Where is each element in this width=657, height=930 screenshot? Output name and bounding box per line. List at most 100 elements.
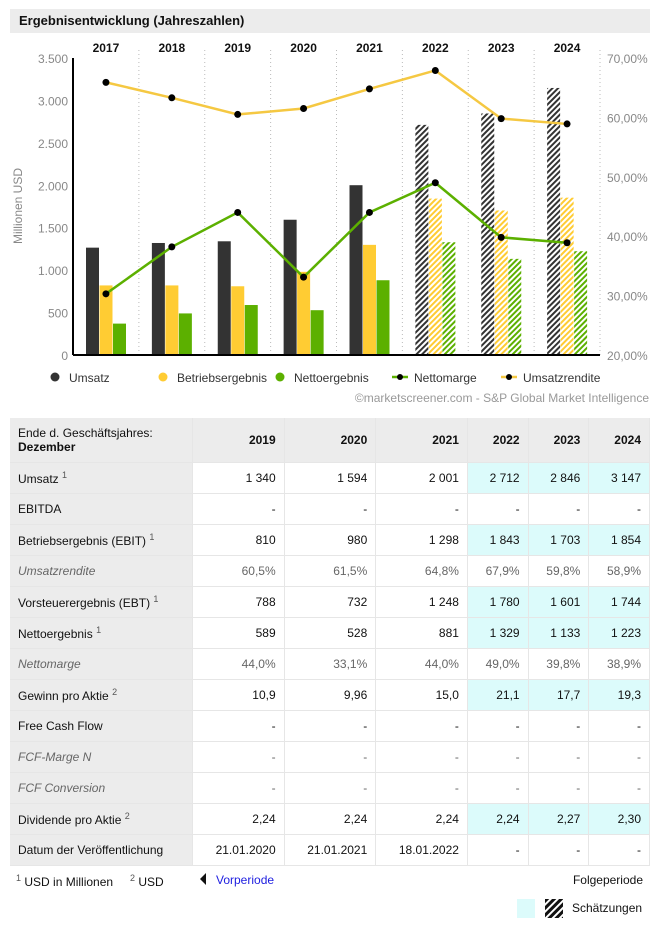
bar-nettoergebnis xyxy=(376,280,390,355)
point-nettomarge xyxy=(365,208,373,216)
point-umsatzrendite xyxy=(365,85,373,93)
table-cell: 1 854 xyxy=(588,524,650,556)
table-cell: 528 xyxy=(284,617,377,649)
row-label: Nettoergebnis 1 xyxy=(10,617,193,649)
table-row: EBITDA - - - - - - xyxy=(10,493,650,525)
y2-tick-label: 20,00% xyxy=(607,349,648,363)
legend-marker-icon xyxy=(397,374,403,380)
y2-tick-label: 30,00% xyxy=(607,290,648,304)
bar-betriebsergebnis xyxy=(363,244,376,355)
table-row: Free Cash Flow - - - - - - xyxy=(10,710,650,742)
x-tick-label: 2020 xyxy=(290,41,317,55)
bar-umsatz xyxy=(481,113,495,355)
header-label: Ende d. Geschäftsjahres: Dezember xyxy=(10,418,193,463)
table-cell: 1 340 xyxy=(192,462,285,494)
legend-marker-icon xyxy=(506,374,512,380)
legend-item[interactable]: Umsatz xyxy=(69,371,110,385)
row-label: Umsatz 1 xyxy=(10,462,193,494)
bar-nettoergebnis xyxy=(574,251,588,355)
table-cell: 732 xyxy=(284,586,377,618)
point-umsatzrendite xyxy=(497,115,505,123)
bar-umsatz xyxy=(283,219,297,355)
table-cell: 810 xyxy=(192,524,285,556)
bar-nettoergebnis xyxy=(244,305,258,355)
footnote-1: 1 USD in Millionen xyxy=(16,873,114,889)
y-tick-label: 0 xyxy=(61,349,68,363)
table-cell: - xyxy=(588,493,650,525)
bar-umsatz xyxy=(151,242,165,355)
table-row: Nettomarge 44,0% 33,1% 44,0% 49,0% 39,8% 38,9% xyxy=(10,648,650,680)
table-cell: 19,3 xyxy=(588,679,650,711)
bar-umsatz xyxy=(547,87,561,355)
point-umsatzrendite xyxy=(102,78,110,86)
legend-item[interactable]: Nettoergebnis xyxy=(294,371,369,385)
bar-nettoergebnis xyxy=(113,323,126,355)
bar-betriebsergebnis xyxy=(428,198,442,355)
point-nettomarge xyxy=(102,290,110,298)
table-cell: - xyxy=(528,493,590,525)
table-cell: - xyxy=(528,710,590,742)
table-cell: - xyxy=(192,710,285,742)
table-cell: 21.01.2021 xyxy=(284,834,377,866)
y-tick-label: 1.000 xyxy=(38,264,68,278)
table-cell: 38,9% xyxy=(588,648,650,680)
table-cell: 881 xyxy=(375,617,468,649)
next-period-link[interactable]: Folgeperiode xyxy=(572,873,643,887)
table-cell: 61,5% xyxy=(284,555,377,587)
bar-betriebsergebnis xyxy=(297,271,311,355)
y-tick-label: 2.000 xyxy=(38,179,68,193)
legend-item[interactable]: Nettomarge xyxy=(414,371,477,385)
table-cell: 1 223 xyxy=(588,617,650,649)
table-cell: - xyxy=(192,741,285,773)
financials-table: Ende d. Geschäftsjahres: Dezember 2019 202… xyxy=(10,418,650,866)
table-cell: 2,27 xyxy=(528,803,590,835)
table-cell: 1 744 xyxy=(588,586,650,618)
table-cell: - xyxy=(284,741,377,773)
previous-period-link[interactable]: Vorperiode xyxy=(200,873,274,887)
table-cell: 64,8% xyxy=(375,555,468,587)
bar-betriebsergebnis xyxy=(560,197,574,355)
table-cell: - xyxy=(528,834,590,866)
table-cell: - xyxy=(375,710,468,742)
footnote-2: 2 USD xyxy=(130,873,164,889)
y-axis-label: Millionen USD xyxy=(11,168,25,244)
legend-item[interactable]: Betriebsergebnis xyxy=(177,371,267,385)
point-umsatzrendite xyxy=(431,66,439,74)
table-cell: 9,96 xyxy=(284,679,377,711)
table-cell: 2,24 xyxy=(375,803,468,835)
table-cell: - xyxy=(467,741,529,773)
estimate-cell-swatch xyxy=(517,899,535,918)
bar-nettoergebnis xyxy=(442,242,456,355)
row-label: Vorsteuerergebnis (EBT) 1 xyxy=(10,586,193,618)
point-nettomarge xyxy=(563,239,571,247)
y2-tick-label: 60,00% xyxy=(607,111,648,125)
legend-dot-icon xyxy=(50,372,60,382)
bar-betriebsergebnis xyxy=(494,210,508,355)
bar-umsatz xyxy=(349,185,363,355)
point-umsatzrendite xyxy=(168,94,176,102)
table-row: FCF-Marge N------ xyxy=(10,741,650,773)
table-cell: 1 248 xyxy=(375,586,468,618)
bar-umsatz xyxy=(217,241,231,355)
table-cell: - xyxy=(467,834,529,866)
y-tick-label: 2.500 xyxy=(38,137,68,151)
x-tick-label: 2019 xyxy=(224,41,251,55)
table-cell: 49,0% xyxy=(467,648,529,680)
row-label: Nettomarge xyxy=(10,648,193,680)
fiscal-year-label: Ende d. Geschäftsjahres: xyxy=(18,426,153,440)
fiscal-month: Dezember xyxy=(18,440,76,454)
table-cell: - xyxy=(467,493,529,525)
table-cell: - xyxy=(588,834,650,866)
table-cell: 39,8% xyxy=(528,648,590,680)
bar-nettoergebnis xyxy=(508,258,522,355)
row-label: EBITDA xyxy=(10,493,193,525)
table-cell: - xyxy=(588,772,650,804)
row-label: Dividende pro Aktie 2 xyxy=(10,803,193,835)
y-tick-label: 1.500 xyxy=(38,222,68,236)
table-cell: 1 298 xyxy=(375,524,468,556)
point-nettomarge xyxy=(234,208,242,216)
legend-dot-icon xyxy=(158,372,168,382)
table-cell: 15,0 xyxy=(375,679,468,711)
legend-item[interactable]: Umsatzrendite xyxy=(523,371,601,385)
